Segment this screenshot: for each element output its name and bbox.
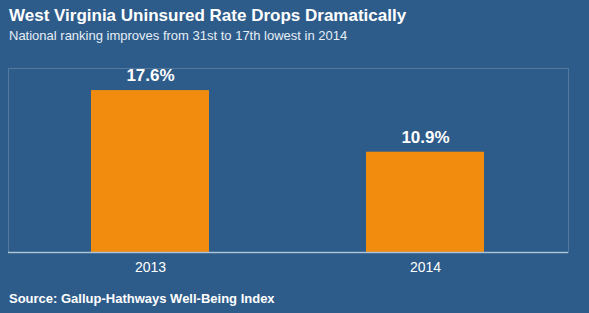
svg-text:10.9%: 10.9% [401,128,449,147]
svg-text:2013: 2013 [135,259,166,275]
html-text:National ranking improves from: National ranking improves from 31st to 1… [9,28,348,43]
html-text:West Virginia Uninsured Rate D: West Virginia Uninsured Rate Drops Drama… [9,6,407,25]
svg-text:17.6%: 17.6% [126,66,174,85]
html-text:Source: Gallup-Hathways Well-B: Source: Gallup-Hathways Well-Being Index [9,291,275,306]
svg-text:2014: 2014 [410,259,441,275]
